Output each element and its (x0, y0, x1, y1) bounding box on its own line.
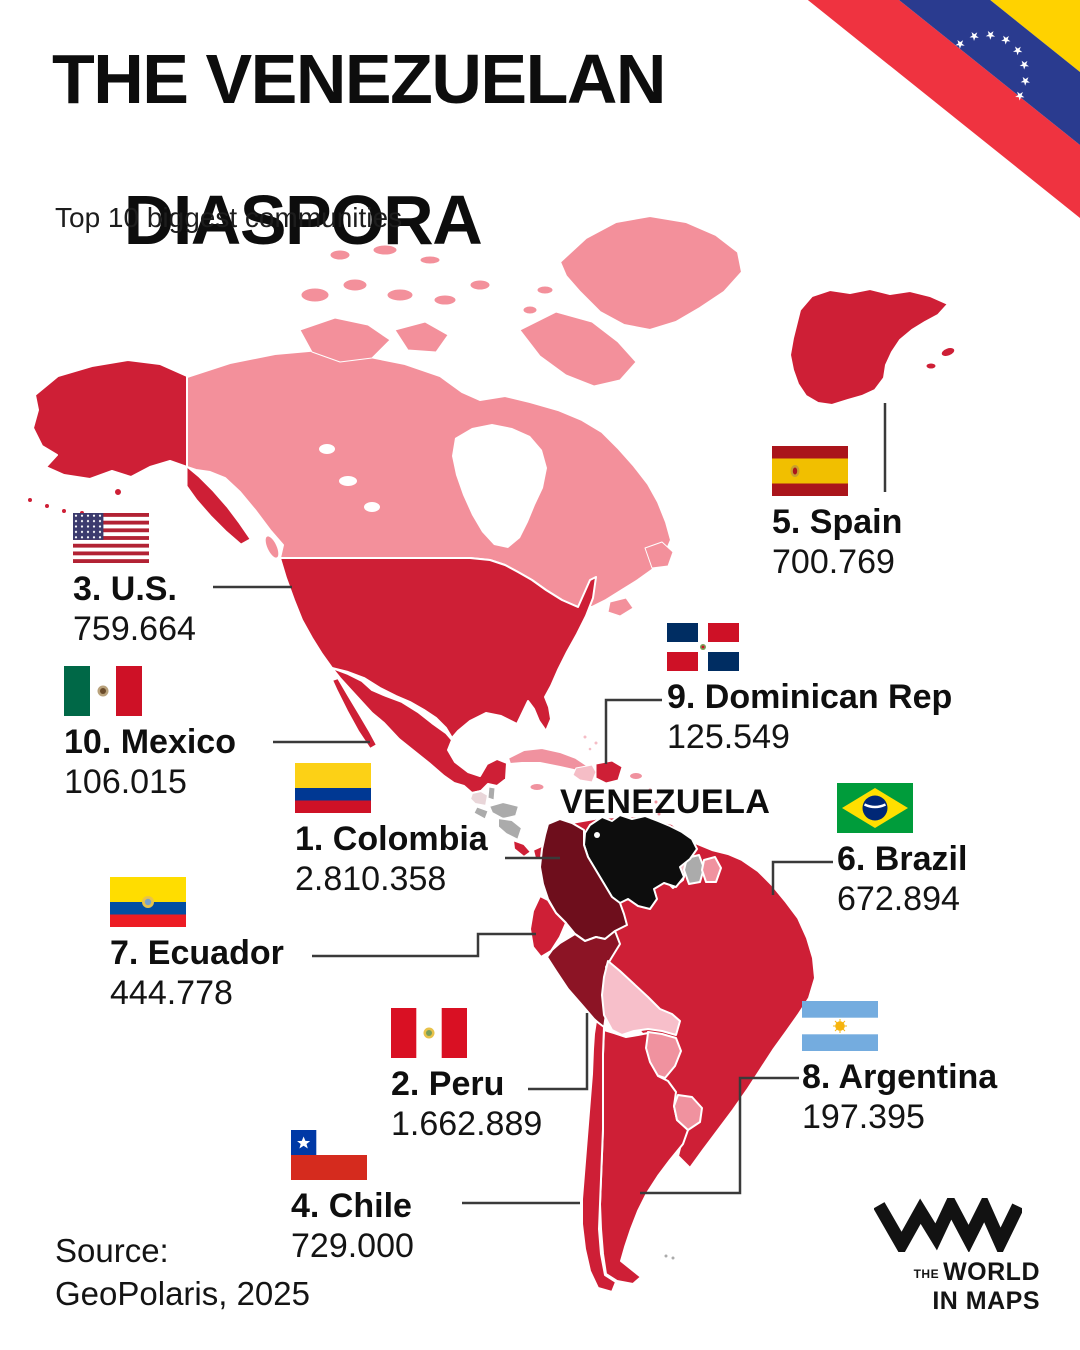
tag-ecuador: 7. Ecuador 444.778 (110, 877, 284, 1013)
arctic-archipelago (299, 244, 637, 387)
tag-ecuador-label: 7. Ecuador (110, 934, 284, 972)
country-canada-nova-scotia (607, 597, 634, 617)
chile-flag-icon (291, 1130, 367, 1180)
tag-argentina: 8. Argentina 197.395 (802, 1001, 997, 1137)
tag-us-label: 3. U.S. (73, 570, 177, 608)
venezuela-map-label: VENEZUELA (560, 783, 771, 821)
mexico-flag-icon (64, 666, 142, 716)
leader-argentina (640, 1076, 799, 1195)
peru-flag-icon (391, 1008, 467, 1058)
logo-prefix: THE (913, 1267, 940, 1281)
country-haiti (572, 764, 597, 783)
tag-argentina-value: 197.395 (802, 1098, 925, 1137)
tag-ecuador-value: 444.778 (110, 974, 233, 1013)
country-chile (581, 1020, 617, 1293)
tag-chile: 4. Chile 729.000 (291, 1130, 414, 1266)
country-el-salvador (473, 806, 489, 820)
country-canada-newfoundland (644, 541, 674, 569)
brazil-flag-icon (837, 783, 913, 833)
tag-argentina-label: 8. Argentina (802, 1058, 998, 1096)
tag-peru-label: 2. Peru (391, 1065, 505, 1103)
spain-flag-icon (772, 446, 848, 496)
source-note: Source: GeoPolaris, 2025 (55, 1230, 310, 1316)
country-costa-rica (512, 839, 532, 858)
world-in-maps-logo: THE WORLD IN MAPS (850, 1198, 1040, 1316)
leader-brazil (771, 860, 833, 895)
us-flag-icon (73, 513, 149, 563)
country-suriname (683, 854, 705, 885)
lake-maracaibo (594, 832, 600, 838)
country-mexico (331, 667, 508, 794)
country-canada-vancouver-island (264, 535, 280, 559)
tag-us-value: 759.664 (73, 610, 196, 649)
country-jamaica (529, 783, 545, 791)
bahamas-islands (582, 734, 599, 752)
logo-world: WORLD (943, 1258, 1040, 1286)
country-belize (487, 786, 496, 801)
tag-mexico: 10. Mexico 106.015 (64, 666, 236, 802)
tag-colombia-value: 2.810.358 (295, 860, 447, 899)
country-usa (279, 557, 597, 739)
tag-spain-label: 5. Spain (772, 503, 903, 541)
logo-line2: IN MAPS (932, 1287, 1040, 1315)
tag-brazil-label: 6. Brazil (837, 840, 968, 878)
tag-dominican-republic: 9. Dominican Rep 125.549 (667, 623, 952, 757)
tag-chile-label: 4. Chile (291, 1187, 412, 1225)
tag-mexico-value: 106.015 (64, 763, 187, 802)
tag-mexico-label: 10. Mexico (64, 723, 236, 761)
tag-dominican-republic-label: 9. Dominican Rep (667, 678, 953, 716)
logo-line1: THE WORLD (850, 1258, 1040, 1287)
country-nicaragua (497, 817, 523, 841)
title-line1: THE VENEZUELAN (52, 40, 666, 118)
argentina-flag-icon (802, 1001, 878, 1051)
dominican-republic-flag-icon (667, 623, 739, 671)
tag-chile-value: 729.000 (291, 1227, 414, 1266)
tag-brazil-value: 672.894 (837, 880, 960, 919)
colombia-flag-icon (295, 763, 371, 813)
tag-colombia: 1. Colombia 2.810.358 (295, 763, 488, 899)
country-bolivia (601, 960, 681, 1036)
title-line2: DIASPORA (123, 181, 483, 260)
country-uruguay (673, 1094, 703, 1131)
country-greenland (559, 215, 743, 331)
country-dominican-republic (595, 760, 623, 784)
country-spain (789, 288, 956, 406)
country-usa-alaska (27, 359, 251, 545)
source-value: GeoPolaris, 2025 (55, 1274, 310, 1312)
lake-winnipeg (364, 502, 380, 512)
country-canada (186, 349, 672, 608)
page-title: THE VENEZUELAN DIASPORA (52, 44, 666, 260)
world-in-maps-mark-icon (874, 1198, 1022, 1252)
tag-spain: 5. Spain 700.769 (772, 446, 902, 582)
tag-spain-value: 700.769 (772, 543, 895, 582)
country-colombia (539, 818, 628, 942)
leader-ecuador (312, 932, 536, 958)
tag-colombia-label: 1. Colombia (295, 820, 488, 858)
lake-great-bear (319, 444, 335, 454)
country-french-guiana (701, 856, 722, 883)
ecuador-flag-icon (110, 877, 186, 927)
tag-peru-value: 1.662.889 (391, 1105, 543, 1144)
country-puerto-rico (629, 772, 643, 780)
tag-brazil: 6. Brazil 672.894 (837, 783, 967, 919)
source-label: Source: (55, 1232, 169, 1269)
leader-peru (528, 1013, 589, 1091)
tag-dominican-republic-value: 125.549 (667, 718, 790, 757)
tag-peru: 2. Peru 1.662.889 (391, 1008, 542, 1144)
lake-great-slave (339, 476, 357, 486)
leader-dominican (604, 698, 662, 764)
falkland-islands (663, 1253, 676, 1261)
hudson-bay (452, 424, 547, 548)
leader-lines (213, 403, 887, 1205)
tag-us: 3. U.S. 759.664 (73, 513, 196, 649)
page-subtitle: Top 10 biggest communities (55, 202, 403, 233)
country-guatemala (469, 790, 489, 807)
country-honduras (488, 801, 520, 820)
